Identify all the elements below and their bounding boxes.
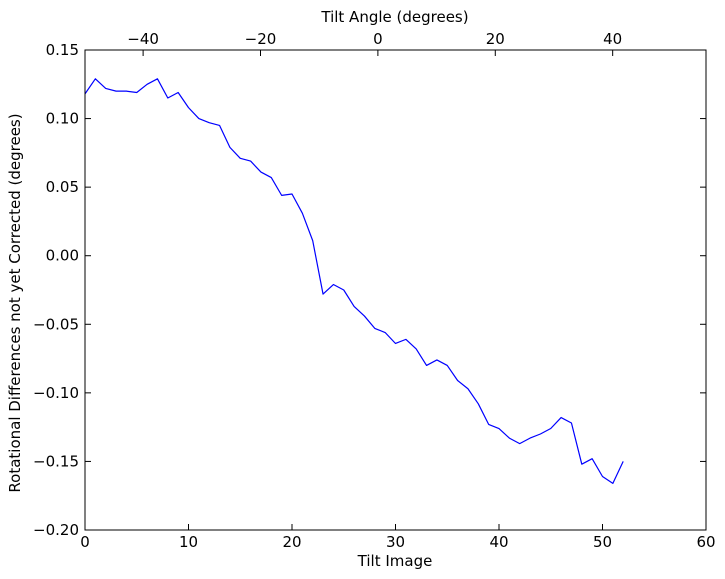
x-tick-label: 20 xyxy=(282,533,301,551)
plot-frame xyxy=(84,49,707,531)
y-tick-label: 0.05 xyxy=(46,178,79,196)
y-tick-label: 0.15 xyxy=(46,41,79,59)
series-line xyxy=(84,78,624,484)
y-tick-label: −0.05 xyxy=(33,315,79,333)
x-tick-label: 40 xyxy=(489,533,508,551)
top-x-axis-label: Tilt Angle (degrees) xyxy=(320,8,468,26)
x-tick-label: 10 xyxy=(179,533,198,551)
top-x-tick-label: 20 xyxy=(486,30,505,48)
x-tick-label: 60 xyxy=(696,533,715,551)
ticks: 0 10 20 30 40 50 60 −40 −20 0 20 40 −0.20 −0.15 −0.10 −… xyxy=(33,30,716,551)
top-x-tick-label: −20 xyxy=(245,30,277,48)
x-tick-label: 50 xyxy=(593,533,612,551)
y-tick-label: −0.15 xyxy=(33,452,79,470)
x-tick-label: 0 xyxy=(80,533,90,551)
x-axis-label: Tilt Image xyxy=(357,552,433,570)
top-x-tick-label: 40 xyxy=(603,30,622,48)
top-x-tick-label: 0 xyxy=(373,30,383,48)
y-axis-label: Rotational Differences not yet Corrected… xyxy=(6,113,24,492)
series-group xyxy=(84,78,624,484)
top-x-tick-label: −40 xyxy=(127,30,159,48)
y-tick-label: 0.00 xyxy=(46,247,79,265)
y-tick-label: 0.10 xyxy=(46,110,79,128)
y-tick-label: −0.20 xyxy=(33,521,79,539)
y-tick-label: −0.10 xyxy=(33,384,79,402)
x-tick-label: 30 xyxy=(386,533,405,551)
